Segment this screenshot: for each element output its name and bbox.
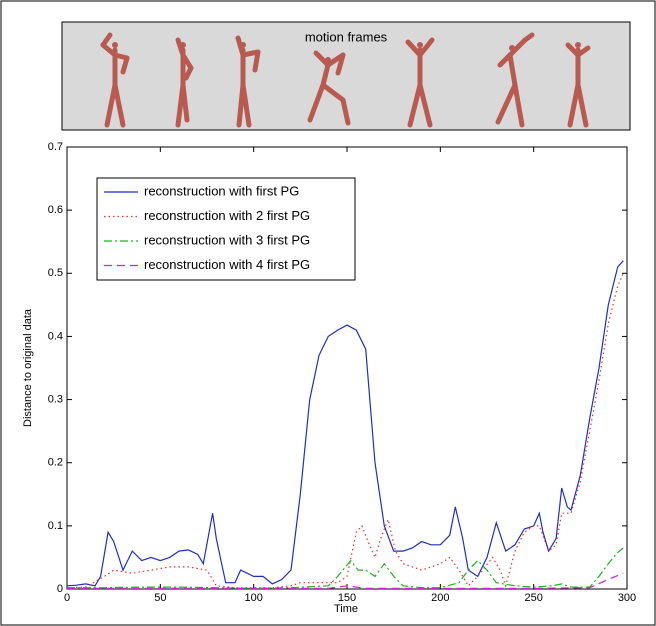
x-tick-label: 200 [431,592,449,604]
motion-figures [100,32,591,128]
x-tick-label: 0 [64,592,70,604]
x-tick-label: 250 [524,592,542,604]
legend-label: reconstruction with 4 first PG [144,257,310,272]
y-tick-label: 0.7 [48,141,63,153]
y-tick-label: 0.2 [48,457,63,469]
legend-label: reconstruction with 3 first PG [144,232,310,247]
y-tick-label: 0.5 [48,267,63,279]
x-axis-label: Time [334,603,358,615]
legend-label: reconstruction with first PG [144,183,299,198]
x-tick-label: 300 [618,592,636,604]
x-tick-label: 100 [244,592,262,604]
series-line [67,572,624,589]
y-tick-label: 0.4 [48,330,63,342]
y-tick-label: 0.3 [48,393,63,405]
legend-label: reconstruction with 2 first PG [144,208,310,223]
panel-title: motion frames [305,29,388,44]
y-axis-label: Distance to original data [22,308,34,427]
y-tick-label: 0.6 [48,204,63,216]
y-tick-label: 0 [57,583,63,595]
y-tick-label: 0.1 [48,520,63,532]
x-tick-label: 150 [338,592,356,604]
legend [96,177,356,281]
x-tick-label: 50 [154,592,166,604]
series-line [66,260,624,587]
